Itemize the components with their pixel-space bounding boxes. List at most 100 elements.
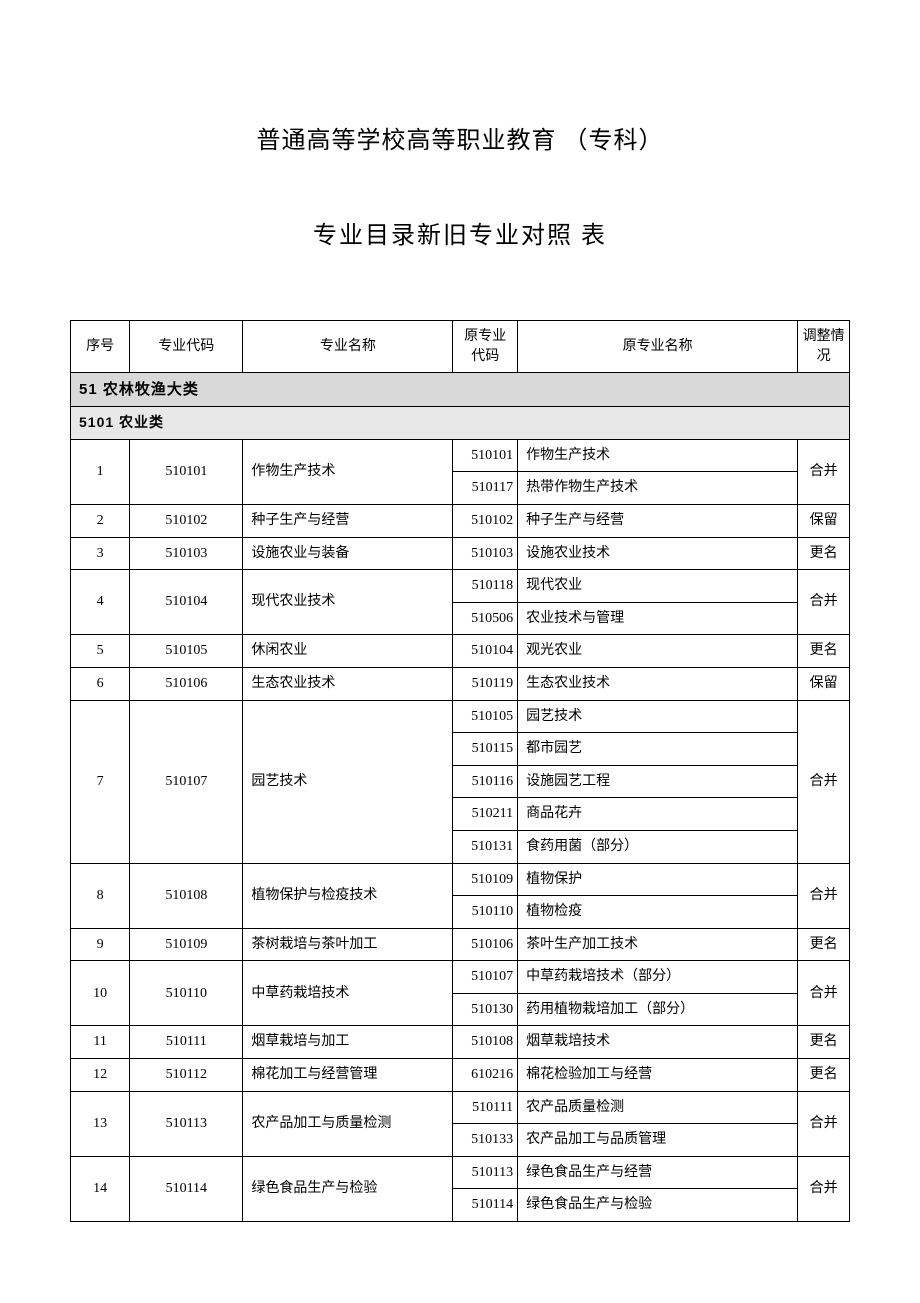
cell-adjustment: 合并 (798, 1156, 850, 1221)
cell-seq: 13 (71, 1091, 130, 1156)
cell-old-name: 生态农业技术 (518, 667, 798, 700)
cell-old-name: 设施农业技术 (518, 537, 798, 570)
cell-old-name: 农业技术与管理 (518, 602, 798, 635)
cell-adjustment: 更名 (798, 1059, 850, 1092)
table-row: 11510111烟草栽培与加工510108烟草栽培技术更名 (71, 1026, 850, 1059)
table-row: 1510101作物生产技术510101作物生产技术合并 (71, 439, 850, 472)
category-label: 51 农林牧渔大类 (71, 373, 850, 407)
table-row: 12510112棉花加工与经营管理610216棉花检验加工与经营更名 (71, 1059, 850, 1092)
cell-old-name: 棉花检验加工与经营 (518, 1059, 798, 1092)
cell-name: 现代农业技术 (243, 570, 453, 635)
cell-old-code: 510113 (453, 1156, 518, 1189)
table-row: 4510104现代农业技术510118现代农业合并 (71, 570, 850, 603)
header-name: 专业名称 (243, 321, 453, 373)
cell-old-code: 510118 (453, 570, 518, 603)
cell-name: 绿色食品生产与检验 (243, 1156, 453, 1221)
cell-old-name: 商品花卉 (518, 798, 798, 831)
cell-name: 中草药栽培技术 (243, 961, 453, 1026)
header-adj: 调整情况 (798, 321, 850, 373)
header-seq: 序号 (71, 321, 130, 373)
table-row: 8510108植物保护与检疫技术510109植物保护合并 (71, 863, 850, 896)
cell-seq: 4 (71, 570, 130, 635)
cell-old-code: 510109 (453, 863, 518, 896)
cell-old-code: 510211 (453, 798, 518, 831)
cell-adjustment: 更名 (798, 635, 850, 668)
cell-adjustment: 合并 (798, 961, 850, 1026)
cell-old-name: 绿色食品生产与检验 (518, 1189, 798, 1222)
cell-adjustment: 合并 (798, 700, 850, 863)
cell-old-code: 510133 (453, 1124, 518, 1157)
table-row: 3510103设施农业与装备510103设施农业技术更名 (71, 537, 850, 570)
cell-old-name: 作物生产技术 (518, 439, 798, 472)
cell-adjustment: 保留 (798, 504, 850, 537)
table-row: 14510114绿色食品生产与检验510113绿色食品生产与经营合并 (71, 1156, 850, 1189)
cell-adjustment: 保留 (798, 667, 850, 700)
cell-old-name: 农产品质量检测 (518, 1091, 798, 1124)
cell-old-name: 农产品加工与品质管理 (518, 1124, 798, 1157)
header-code: 专业代码 (130, 321, 243, 373)
cell-name: 生态农业技术 (243, 667, 453, 700)
cell-adjustment: 更名 (798, 928, 850, 961)
cell-old-name: 植物检疫 (518, 896, 798, 929)
cell-seq: 6 (71, 667, 130, 700)
cell-old-code: 510114 (453, 1189, 518, 1222)
cell-old-name: 食药用菌（部分） (518, 830, 798, 863)
page-title-line1: 普通高等学校高等职业教育 （专科） (70, 120, 850, 155)
subcategory-row: 5101 农业类 (71, 407, 850, 440)
cell-old-code: 510106 (453, 928, 518, 961)
table-row: 7510107园艺技术510105园艺技术合并 (71, 700, 850, 733)
cell-seq: 9 (71, 928, 130, 961)
cell-seq: 8 (71, 863, 130, 928)
cell-code: 510107 (130, 700, 243, 863)
cell-adjustment: 合并 (798, 439, 850, 504)
cell-name: 种子生产与经营 (243, 504, 453, 537)
cell-code: 510103 (130, 537, 243, 570)
cell-seq: 7 (71, 700, 130, 863)
table-row: 9510109茶树栽培与茶叶加工510106茶叶生产加工技术更名 (71, 928, 850, 961)
table-row: 5510105休闲农业510104观光农业更名 (71, 635, 850, 668)
table-row: 13510113农产品加工与质量检测510111农产品质量检测合并 (71, 1091, 850, 1124)
cell-old-code: 510130 (453, 993, 518, 1026)
cell-adjustment: 更名 (798, 537, 850, 570)
cell-old-code: 510115 (453, 733, 518, 766)
cell-code: 510108 (130, 863, 243, 928)
cell-old-code: 510111 (453, 1091, 518, 1124)
cell-adjustment: 合并 (798, 570, 850, 635)
cell-old-code: 510131 (453, 830, 518, 863)
table-row: 6510106生态农业技术510119生态农业技术保留 (71, 667, 850, 700)
cell-old-name: 热带作物生产技术 (518, 472, 798, 505)
header-oname: 原专业名称 (518, 321, 798, 373)
cell-code: 510112 (130, 1059, 243, 1092)
cell-code: 510106 (130, 667, 243, 700)
cell-old-code: 510108 (453, 1026, 518, 1059)
page-title-line2: 专业目录新旧专业对照 表 (70, 215, 850, 250)
cell-code: 510102 (130, 504, 243, 537)
cell-old-name: 种子生产与经营 (518, 504, 798, 537)
cell-code: 510113 (130, 1091, 243, 1156)
cell-seq: 1 (71, 439, 130, 504)
cell-old-code: 510117 (453, 472, 518, 505)
cell-code: 510104 (130, 570, 243, 635)
table-header-row: 序号 专业代码 专业名称 原专业代码 原专业名称 调整情况 (71, 321, 850, 373)
cell-old-name: 园艺技术 (518, 700, 798, 733)
cell-old-code: 510506 (453, 602, 518, 635)
cell-seq: 14 (71, 1156, 130, 1221)
cell-name: 植物保护与检疫技术 (243, 863, 453, 928)
header-ocode: 原专业代码 (453, 321, 518, 373)
cell-old-name: 绿色食品生产与经营 (518, 1156, 798, 1189)
cell-old-code: 510101 (453, 439, 518, 472)
table-row: 2510102种子生产与经营510102种子生产与经营保留 (71, 504, 850, 537)
cell-name: 休闲农业 (243, 635, 453, 668)
cell-old-name: 中草药栽培技术（部分） (518, 961, 798, 994)
cell-seq: 5 (71, 635, 130, 668)
cell-name: 作物生产技术 (243, 439, 453, 504)
cell-code: 510109 (130, 928, 243, 961)
cell-old-code: 510119 (453, 667, 518, 700)
cell-adjustment: 更名 (798, 1026, 850, 1059)
cell-old-name: 都市园艺 (518, 733, 798, 766)
cell-old-name: 茶叶生产加工技术 (518, 928, 798, 961)
cell-old-name: 烟草栽培技术 (518, 1026, 798, 1059)
comparison-table: 序号 专业代码 专业名称 原专业代码 原专业名称 调整情况 51 农林牧渔大类 … (70, 320, 850, 1222)
cell-old-code: 510116 (453, 765, 518, 798)
cell-name: 棉花加工与经营管理 (243, 1059, 453, 1092)
